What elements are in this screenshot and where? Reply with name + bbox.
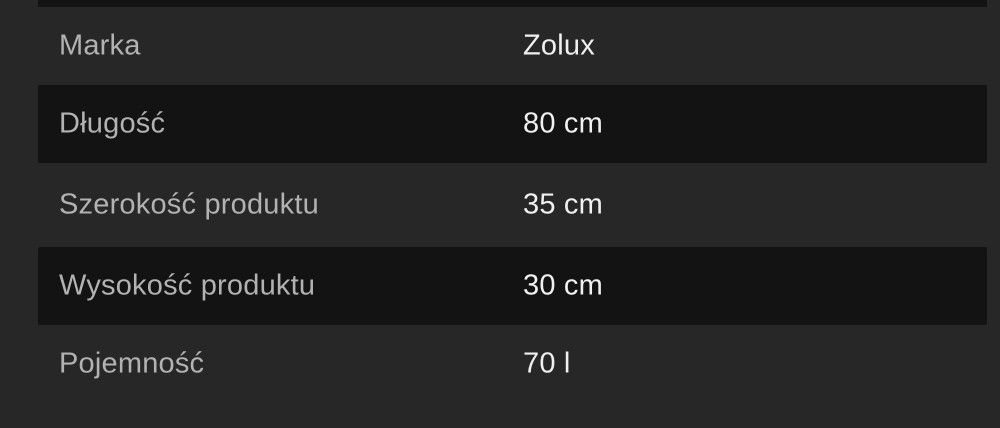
spec-label: Wysokość produktu [59, 269, 316, 302]
spec-row-capacity: Pojemność 70 l [0, 325, 1000, 403]
spec-label: Marka [59, 29, 141, 62]
row-highlight [38, 247, 987, 325]
spec-label: Pojemność [59, 347, 205, 380]
spec-value: 30 cm [523, 269, 603, 302]
spec-row-brand: Marka Zolux [0, 7, 1000, 85]
spec-value: 80 cm [523, 107, 603, 140]
spec-value: Zolux [523, 29, 595, 62]
spec-value: 70 l [523, 347, 571, 380]
spec-label: Długość [59, 107, 166, 140]
spec-value: 35 cm [523, 188, 603, 221]
previous-row-remnant [38, 0, 987, 7]
row-highlight [38, 85, 987, 163]
bottom-spacer [0, 403, 1000, 428]
spec-row-length: Długość 80 cm [0, 85, 1000, 163]
spec-label: Szerokość produktu [59, 188, 319, 221]
spec-row-width: Szerokość produktu 35 cm [0, 163, 1000, 247]
spec-row-height: Wysokość produktu 30 cm [0, 247, 1000, 325]
